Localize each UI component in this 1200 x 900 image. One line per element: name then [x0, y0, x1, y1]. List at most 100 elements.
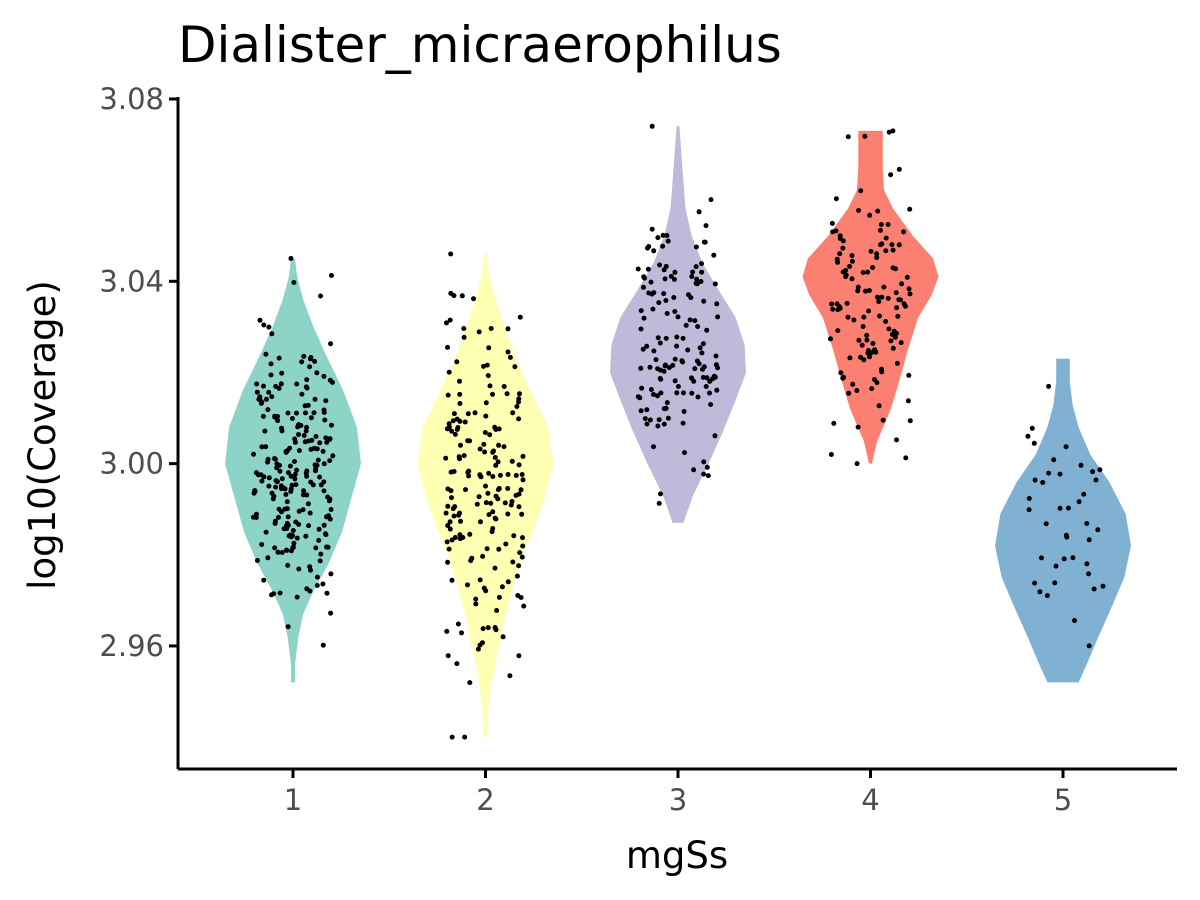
data-point — [445, 503, 451, 509]
data-point — [829, 220, 835, 226]
data-point — [326, 498, 332, 504]
data-point — [285, 514, 291, 520]
data-point — [840, 269, 846, 275]
data-point — [713, 362, 719, 368]
data-point — [513, 473, 519, 478]
data-point — [896, 166, 902, 172]
data-point — [703, 384, 709, 389]
data-point — [307, 510, 313, 516]
data-point — [847, 355, 853, 361]
data-point — [671, 295, 677, 300]
data-point — [278, 486, 284, 492]
data-point — [461, 334, 467, 340]
data-point — [862, 133, 868, 139]
data-point — [694, 276, 700, 282]
data-point — [321, 373, 327, 379]
data-point — [482, 449, 488, 455]
data-point — [266, 389, 272, 395]
data-point — [520, 543, 526, 549]
data-point — [327, 377, 333, 383]
data-point — [446, 546, 452, 552]
data-point — [1053, 563, 1059, 569]
data-point — [855, 288, 861, 294]
data-point — [1032, 477, 1038, 483]
data-point — [495, 487, 501, 493]
data-point — [324, 590, 330, 596]
data-point — [701, 471, 707, 477]
data-point — [444, 320, 449, 326]
data-point — [284, 499, 290, 505]
data-point — [707, 390, 712, 396]
data-point — [699, 261, 704, 267]
data-point — [845, 134, 851, 140]
data-point — [328, 507, 334, 512]
data-point — [838, 370, 844, 376]
data-point — [481, 585, 487, 591]
data-point — [663, 405, 669, 411]
data-point — [308, 415, 314, 421]
data-point — [444, 539, 450, 545]
data-point — [1061, 556, 1067, 562]
data-point — [875, 208, 881, 214]
data-point — [274, 461, 280, 467]
data-point — [1086, 571, 1092, 577]
data-point — [864, 332, 870, 338]
data-point — [318, 293, 323, 299]
data-point — [1032, 580, 1038, 586]
data-point — [1057, 505, 1063, 511]
data-point — [713, 353, 719, 359]
data-point — [317, 558, 323, 564]
axes-layer: 3.08 3.04 3.00 2.96 1 2 3 4 5 — [99, 82, 1177, 817]
data-point — [283, 492, 289, 497]
data-point — [311, 410, 317, 416]
data-point — [287, 445, 293, 451]
data-point — [895, 313, 901, 319]
data-point — [323, 435, 329, 441]
data-point — [455, 425, 461, 430]
data-point — [1043, 521, 1049, 527]
data-point — [668, 273, 674, 279]
data-point — [1065, 505, 1071, 511]
data-point — [870, 265, 876, 270]
data-point — [516, 462, 522, 468]
data-point — [251, 451, 256, 457]
data-point — [511, 533, 517, 539]
data-point — [521, 603, 527, 609]
data-point — [866, 308, 872, 314]
data-point — [473, 601, 479, 607]
data-point — [482, 430, 488, 435]
data-point — [289, 416, 295, 421]
data-point — [505, 349, 511, 355]
data-point — [704, 464, 710, 470]
x-tick-label: 5 — [1054, 783, 1072, 817]
data-point — [493, 627, 499, 633]
data-point — [512, 364, 518, 370]
data-point — [457, 378, 462, 384]
data-point — [497, 472, 503, 478]
data-point — [283, 448, 289, 454]
data-point — [907, 291, 913, 297]
data-point — [285, 624, 291, 630]
data-point — [312, 358, 318, 364]
data-point — [692, 318, 698, 324]
data-point — [481, 441, 487, 447]
data-point — [318, 482, 324, 488]
data-point — [860, 324, 866, 329]
data-point — [890, 128, 896, 134]
data-point — [268, 361, 274, 367]
data-point — [828, 336, 833, 342]
data-point — [712, 281, 718, 287]
data-point — [672, 309, 678, 314]
data-point — [510, 410, 516, 416]
data-point — [507, 673, 513, 679]
data-point — [858, 354, 863, 360]
data-point — [322, 417, 328, 423]
data-point — [665, 415, 671, 421]
data-point — [1026, 496, 1032, 501]
data-point — [313, 545, 319, 551]
data-point — [272, 456, 278, 462]
data-point — [485, 625, 491, 631]
data-point — [873, 349, 879, 355]
data-point — [317, 440, 323, 446]
data-point — [1076, 499, 1082, 505]
